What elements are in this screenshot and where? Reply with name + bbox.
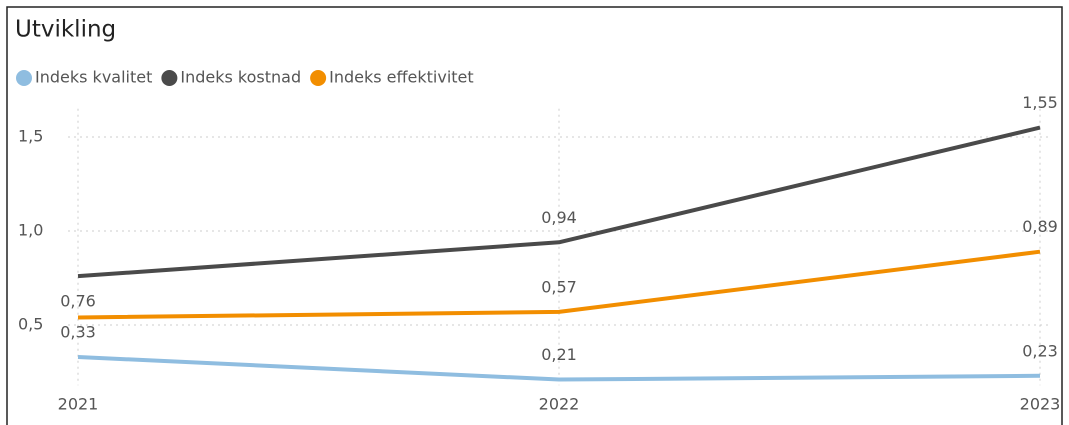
data-label: 0,94 <box>541 208 577 227</box>
legend-marker <box>310 70 327 86</box>
frame <box>6 6 1063 425</box>
chart-title: Utvikling <box>15 17 116 43</box>
x-tick-label: 2021 <box>58 395 99 414</box>
y-tick-label: 1,5 <box>18 127 43 146</box>
legend-marker <box>161 70 178 86</box>
legend: Indeks kvalitet Indeks kostnad Indeks effe… <box>16 68 474 87</box>
data-label: 0,57 <box>541 277 577 296</box>
y-tick-label: 0,5 <box>18 315 43 334</box>
data-label: 0,89 <box>1022 217 1058 236</box>
series-line <box>77 354 1041 382</box>
legend-label: Indeks kostnad <box>180 68 301 87</box>
data-label: 0,33 <box>60 322 96 341</box>
data-label: 0,76 <box>60 292 96 311</box>
series-line <box>77 249 1041 320</box>
data-label: 0,21 <box>541 345 577 364</box>
series-line <box>77 125 1041 279</box>
data-label: 0,23 <box>1022 341 1058 360</box>
legend-label: Indeks kvalitet <box>35 68 152 87</box>
y-tick-label: 1,0 <box>18 221 43 240</box>
data-label: 1,55 <box>1022 93 1058 112</box>
legend-marker <box>16 70 32 86</box>
x-tick-label: 2022 <box>539 395 580 414</box>
legend-label: Indeks effektivitet <box>329 68 474 87</box>
x-tick-label: 2023 <box>1020 395 1061 414</box>
